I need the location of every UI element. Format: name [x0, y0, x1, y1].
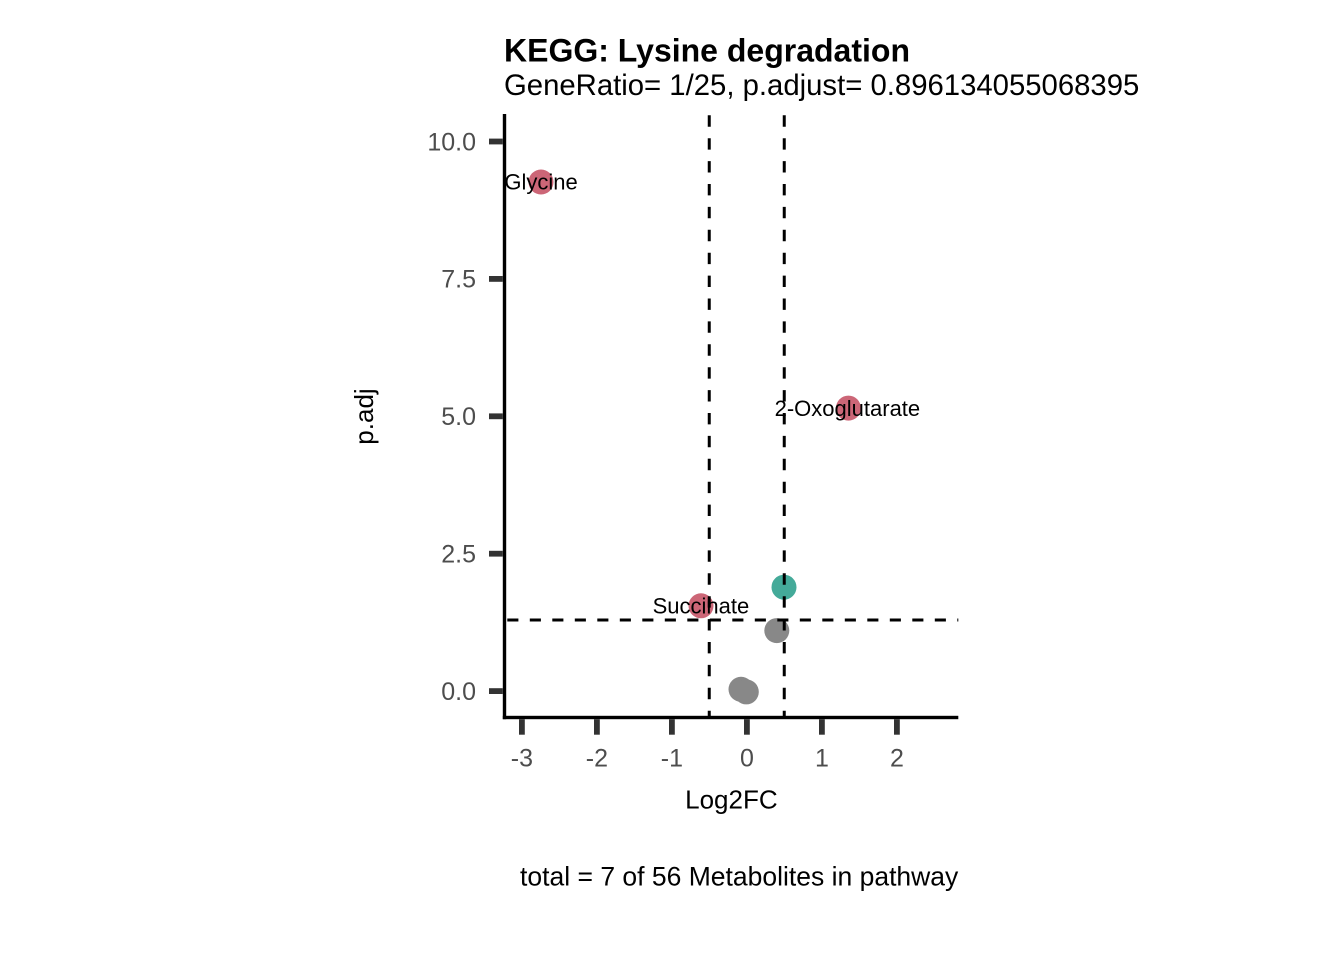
svg-text:10.0: 10.0 [427, 128, 476, 156]
svg-text:Glycine: Glycine [504, 169, 577, 194]
svg-text:total = 7 of 56 Metabolites in: total = 7 of 56 Metabolites in pathway [520, 861, 959, 891]
svg-text:2.5: 2.5 [441, 541, 476, 569]
svg-text:GeneRatio= 1/25, p.adjust= 0.8: GeneRatio= 1/25, p.adjust= 0.89613405506… [504, 69, 1139, 102]
svg-text:-1: -1 [661, 745, 683, 773]
svg-text:2-Oxoglutarate: 2-Oxoglutarate [775, 396, 921, 421]
svg-text:1: 1 [815, 745, 829, 773]
svg-text:Log2FC: Log2FC [685, 784, 778, 814]
svg-text:Succinate: Succinate [653, 594, 750, 619]
svg-text:-2: -2 [586, 745, 608, 773]
svg-text:p.adj: p.adj [349, 388, 379, 444]
svg-text:5.0: 5.0 [441, 403, 476, 431]
svg-text:7.5: 7.5 [441, 266, 476, 294]
svg-text:0.0: 0.0 [441, 678, 476, 706]
svg-text:-3: -3 [511, 745, 533, 773]
svg-text:2: 2 [890, 745, 904, 773]
svg-text:KEGG: Lysine degradation: KEGG: Lysine degradation [504, 32, 910, 68]
svg-text:0: 0 [740, 745, 754, 773]
